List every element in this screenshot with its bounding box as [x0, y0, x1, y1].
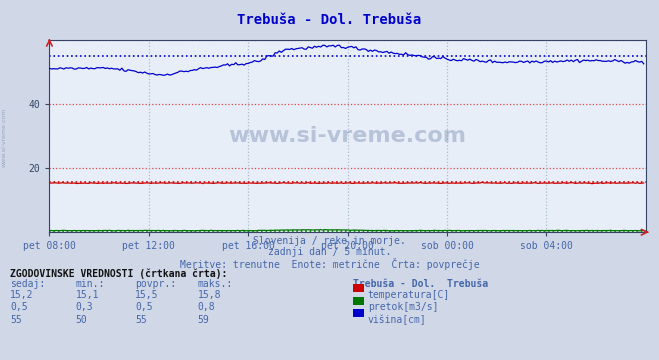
Text: www.si-vreme.com: www.si-vreme.com — [2, 107, 7, 167]
Text: 15,8: 15,8 — [198, 290, 221, 300]
Text: 15,1: 15,1 — [76, 290, 100, 300]
Text: 50: 50 — [76, 315, 88, 325]
Text: 0,8: 0,8 — [198, 302, 215, 312]
Text: 55: 55 — [10, 315, 22, 325]
Text: www.si-vreme.com: www.si-vreme.com — [229, 126, 467, 146]
Text: Trebuša - Dol.  Trebuša: Trebuša - Dol. Trebuša — [353, 279, 488, 289]
Text: 15,5: 15,5 — [135, 290, 159, 300]
Text: Slovenija / reke in morje.: Slovenija / reke in morje. — [253, 236, 406, 246]
Text: 59: 59 — [198, 315, 210, 325]
Text: min.:: min.: — [76, 279, 105, 289]
Text: sedaj:: sedaj: — [10, 279, 45, 289]
Text: zadnji dan / 5 minut.: zadnji dan / 5 minut. — [268, 247, 391, 257]
Text: 15,2: 15,2 — [10, 290, 34, 300]
Text: 0,5: 0,5 — [10, 302, 28, 312]
Text: ZGODOVINSKE VREDNOSTI (črtkana črta):: ZGODOVINSKE VREDNOSTI (črtkana črta): — [10, 268, 227, 279]
Text: višina[cm]: višina[cm] — [368, 315, 426, 325]
Text: Trebuša - Dol. Trebuša: Trebuša - Dol. Trebuša — [237, 13, 422, 27]
Text: povpr.:: povpr.: — [135, 279, 176, 289]
Text: 0,3: 0,3 — [76, 302, 94, 312]
Text: pretok[m3/s]: pretok[m3/s] — [368, 302, 438, 312]
Text: 55: 55 — [135, 315, 147, 325]
Text: temperatura[C]: temperatura[C] — [368, 290, 450, 300]
Text: Meritve: trenutne  Enote: metrične  Črta: povprečje: Meritve: trenutne Enote: metrične Črta: … — [180, 258, 479, 270]
Text: maks.:: maks.: — [198, 279, 233, 289]
Text: 0,5: 0,5 — [135, 302, 153, 312]
